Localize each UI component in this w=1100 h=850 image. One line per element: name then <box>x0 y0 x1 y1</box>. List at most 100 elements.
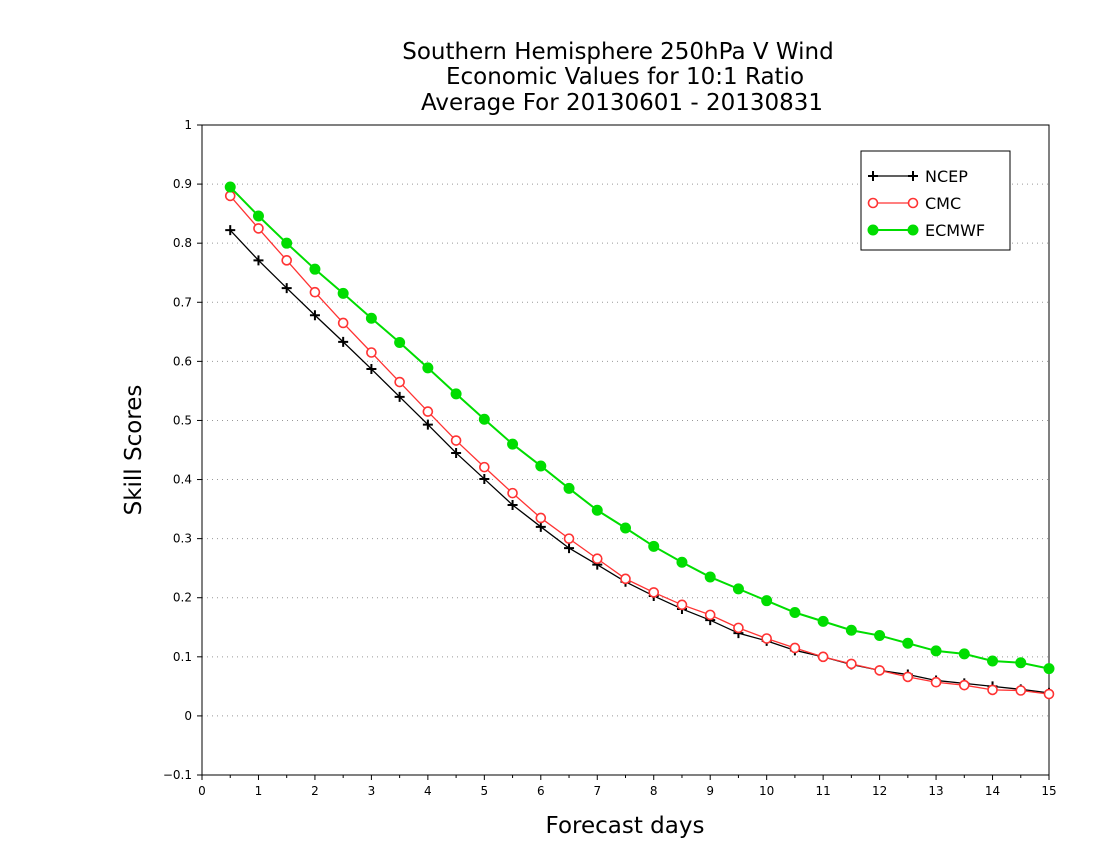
x-tick-label: 6 <box>537 784 545 798</box>
y-tick-label: 0.7 <box>173 295 192 309</box>
data-point-cmc <box>450 435 462 446</box>
x-tick-label: 7 <box>593 784 601 798</box>
legend-marker <box>907 197 919 209</box>
grid-lines <box>202 183 1049 717</box>
legend-entry-cmc: CMC <box>867 194 961 213</box>
data-point-cmc <box>846 658 857 670</box>
y-tick-label: 0.6 <box>173 354 192 368</box>
data-point-ncep <box>225 225 236 236</box>
data-point-ecmwf <box>478 413 490 425</box>
series-line-cmc <box>229 195 1050 695</box>
y-tick-label: 1 <box>184 118 192 132</box>
data-point-ecmwf <box>620 522 631 534</box>
data-point-ecmwf <box>789 607 801 618</box>
x-tick-label: 10 <box>759 784 774 798</box>
data-point-ecmwf <box>365 312 377 324</box>
data-point-ecmwf <box>309 263 321 275</box>
data-point-ecmwf <box>648 540 660 552</box>
x-tick-label: 14 <box>985 784 1000 798</box>
data-point-ecmwf <box>394 336 406 348</box>
legend-label: NCEP <box>925 167 968 186</box>
data-point-cmc <box>394 376 405 388</box>
data-point-cmc <box>591 553 603 565</box>
data-point-ecmwf <box>958 648 970 660</box>
data-point-ecmwf <box>337 287 349 299</box>
y-axis-label: Skill Scores <box>121 385 147 516</box>
data-point-cmc <box>789 642 801 654</box>
y-tick-label: 0.2 <box>173 591 192 605</box>
legend-marker <box>867 197 879 209</box>
data-point-cmc <box>761 633 772 644</box>
data-point-ecmwf <box>987 655 999 667</box>
legend-entry-ecmwf: ECMWF <box>867 221 985 240</box>
data-point-cmc <box>704 609 716 621</box>
data-point-ecmwf <box>1015 657 1027 669</box>
data-point-ecmwf <box>845 624 857 636</box>
data-point-cmc <box>253 223 264 234</box>
x-tick-label: 2 <box>311 784 319 798</box>
x-tick-label: 4 <box>424 784 432 798</box>
legend-label: CMC <box>925 194 961 213</box>
data-point-ncep <box>535 521 546 532</box>
data-point-cmc <box>676 599 688 611</box>
data-point-cmc <box>1015 685 1027 696</box>
y-tick-label: 0.1 <box>173 650 192 664</box>
series-line-ncep <box>229 229 1050 694</box>
data-point-cmc <box>817 651 829 663</box>
data-point-ncep <box>422 419 433 430</box>
data-point-cmc <box>422 406 434 417</box>
x-tick-label: 12 <box>872 784 887 798</box>
data-point-ncep <box>507 499 518 510</box>
data-point-cmc <box>337 317 349 329</box>
data-point-ecmwf <box>704 571 716 583</box>
data-point-cmc <box>648 587 660 598</box>
data-point-ncep <box>394 391 405 402</box>
data-point-cmc <box>479 461 490 473</box>
y-tick-label: 0.9 <box>173 177 192 191</box>
data-point-ecmwf <box>761 595 773 607</box>
data-point-ecmwf <box>422 362 434 374</box>
data-point-cmc <box>535 512 547 524</box>
data-point-cmc <box>281 255 293 266</box>
legend-box <box>860 150 1011 251</box>
x-tick-label: 8 <box>650 784 658 798</box>
chart-title-line-2: Economic Values for 10:1 Ratio <box>446 64 804 90</box>
x-tick-label: 0 <box>198 784 206 798</box>
data-point-ecmwf <box>535 460 547 472</box>
x-tick-label: 13 <box>928 784 943 798</box>
data-point-ecmwf <box>817 615 829 627</box>
legend-marker <box>868 171 878 181</box>
data-point-ecmwf <box>874 630 886 642</box>
legend-marker <box>867 224 879 236</box>
data-point-ncep <box>451 447 462 458</box>
data-point-ecmwf <box>902 637 914 649</box>
data-point-ncep <box>564 543 575 554</box>
data-point-ncep <box>338 336 349 347</box>
data-point-ncep <box>479 473 490 484</box>
data-point-ecmwf <box>224 181 236 193</box>
x-tick-label: 1 <box>255 784 263 798</box>
data-point-cmc <box>930 676 942 688</box>
legend-marker <box>907 224 919 236</box>
chart-title-line-1: Southern Hemisphere 250hPa V Wind <box>402 39 833 65</box>
series-ecmwf <box>224 181 1055 675</box>
legend: NCEP CMC ECMWF <box>860 150 1011 251</box>
data-point-ncep <box>366 364 377 375</box>
data-point-cmc <box>733 622 744 634</box>
chart-title-line-3: Average For 20130601 - 20130831 <box>421 90 823 116</box>
axis-ticks: −0.100.10.20.30.40.50.60.70.80.910 1 2 3 4 5 6… <box>163 118 1057 798</box>
data-point-ecmwf <box>563 482 575 494</box>
legend-label: ECMWF <box>925 221 985 240</box>
data-point-cmc <box>987 684 998 696</box>
data-point-cmc <box>902 671 914 683</box>
x-tick-label: 15 <box>1041 784 1056 798</box>
series-cmc <box>224 190 1055 700</box>
data-point-ecmwf <box>732 583 744 595</box>
data-point-cmc <box>1043 688 1055 700</box>
data-point-ecmwf <box>676 556 688 568</box>
x-tick-label: 3 <box>368 784 376 798</box>
y-tick-label: 0.5 <box>173 413 192 427</box>
y-tick-label: 0.4 <box>173 473 192 487</box>
x-tick-label: 5 <box>481 784 489 798</box>
